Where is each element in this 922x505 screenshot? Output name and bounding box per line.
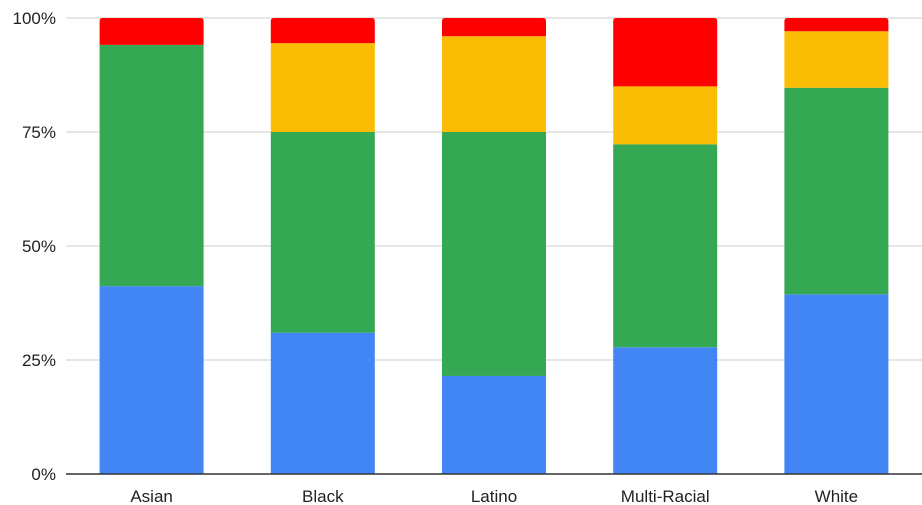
bar-stack-white <box>784 18 889 474</box>
bar-stack-black <box>270 18 375 474</box>
y-axis-tick-labels: 0% 25% 50% 75% 100% <box>13 9 56 484</box>
bar-segment-series-2 <box>784 87 889 295</box>
bars <box>99 18 889 474</box>
y-tick-label: 50% <box>22 237 56 256</box>
bar-segment-series-1 <box>442 375 546 474</box>
x-tick-label: Latino <box>471 487 517 505</box>
bar-segment-series-2 <box>613 144 718 348</box>
bar-stack-asian <box>99 18 204 474</box>
y-tick-label: 75% <box>22 123 56 142</box>
y-tick-label: 100% <box>13 9 56 28</box>
bar-stack-latino <box>442 18 546 474</box>
bar-segment-series-1 <box>784 294 889 474</box>
x-axis-category-labels: Asian Black Latino Multi-Racial White <box>130 487 858 505</box>
x-tick-label: Multi-Racial <box>621 487 710 505</box>
bar-segment-series-4 <box>270 18 375 44</box>
bar-segment-series-3 <box>613 86 718 145</box>
bar-segment-series-2 <box>442 132 546 376</box>
bar-segment-series-3 <box>784 31 889 88</box>
bar-segment-series-2 <box>99 44 204 287</box>
bar-segment-series-4 <box>99 18 204 45</box>
bar-segment-series-3 <box>442 36 546 132</box>
bar-segment-series-1 <box>613 347 718 474</box>
x-tick-label: Asian <box>130 487 173 505</box>
y-tick-label: 25% <box>22 351 56 370</box>
bar-stack-multi-racial <box>613 18 718 474</box>
bar-segment-series-4 <box>442 18 546 37</box>
y-tick-label: 0% <box>31 465 56 484</box>
x-tick-label: White <box>815 487 858 505</box>
bar-segment-series-1 <box>270 332 375 474</box>
bar-segment-series-3 <box>270 43 375 132</box>
bar-segment-series-4 <box>613 18 718 87</box>
x-tick-label: Black <box>302 487 344 505</box>
bar-segment-series-2 <box>270 132 375 333</box>
bar-segment-series-1 <box>99 286 204 474</box>
bar-segment-series-4 <box>784 18 889 32</box>
